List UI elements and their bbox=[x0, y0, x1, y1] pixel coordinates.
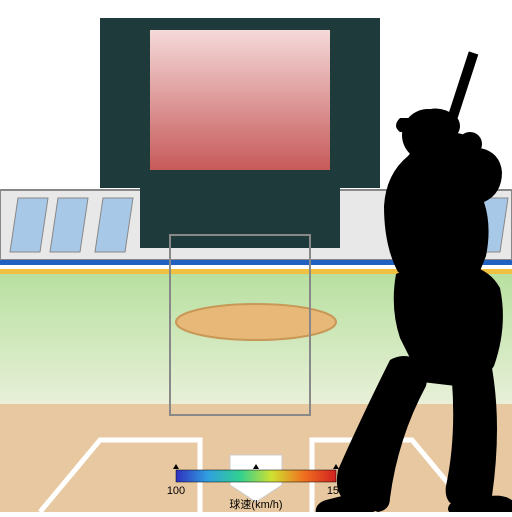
pitch-location-scene: 100150球速(km/h) bbox=[0, 0, 512, 512]
colorbar-tick-label: 100 bbox=[167, 485, 185, 497]
speed-colorbar bbox=[176, 470, 336, 482]
pitchers-mound bbox=[176, 304, 336, 340]
colorbar-axis-label: 球速(km/h) bbox=[229, 497, 282, 511]
scoreboard-screen bbox=[150, 30, 330, 170]
scene-svg: 100150球速(km/h) bbox=[0, 0, 512, 512]
